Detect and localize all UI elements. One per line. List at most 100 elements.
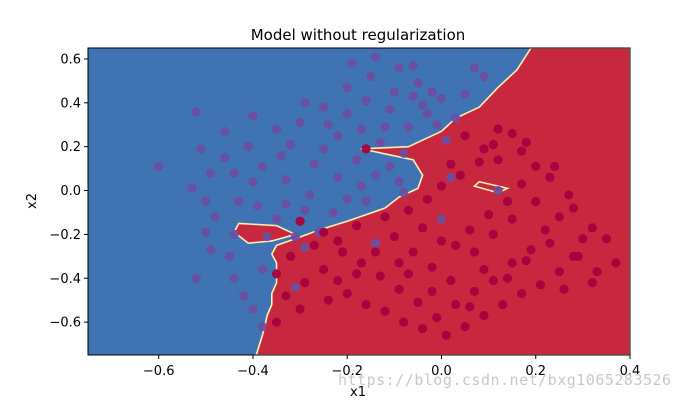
point-class-0-84 <box>220 153 230 163</box>
point-class-0-44 <box>427 87 437 97</box>
point-class-1-94 <box>403 269 414 279</box>
point-class-1-78 <box>446 159 456 169</box>
point-class-0-33 <box>375 137 385 147</box>
point-class-1-4 <box>333 236 343 246</box>
point-class-0-24 <box>323 120 333 130</box>
point-class-1-54 <box>587 223 597 233</box>
y-tick-label: −0.4 <box>49 272 81 287</box>
point-class-1-88 <box>479 264 489 275</box>
point-class-1-13 <box>507 128 517 139</box>
point-class-1-2 <box>295 216 305 226</box>
point-class-0-79 <box>446 172 456 182</box>
point-class-0-53 <box>370 52 381 62</box>
point-class-1-20 <box>526 245 536 255</box>
point-class-1-1 <box>361 144 371 154</box>
plot-area <box>88 48 630 355</box>
point-class-1-64 <box>502 196 513 207</box>
x-tick-label: −0.2 <box>331 364 363 379</box>
point-class-1-12 <box>488 139 498 150</box>
point-class-1-75 <box>436 236 447 246</box>
point-class-0-54 <box>408 60 418 71</box>
x-tick-label: −0.6 <box>143 364 175 379</box>
point-class-1-39 <box>323 295 333 305</box>
point-class-1-58 <box>592 267 602 277</box>
point-class-1-59 <box>587 278 597 288</box>
point-class-1-80 <box>493 124 503 134</box>
point-class-1-63 <box>484 210 494 220</box>
point-class-1-32 <box>300 278 310 288</box>
point-class-0-23 <box>319 144 329 154</box>
point-class-1-7 <box>403 205 414 215</box>
point-class-0-65 <box>271 214 282 224</box>
point-class-1-87 <box>333 275 343 286</box>
point-class-0-26 <box>333 172 343 182</box>
point-class-1-15 <box>531 161 541 172</box>
point-class-1-38 <box>295 304 305 314</box>
point-class-0-27 <box>342 109 352 119</box>
watermark-text: https://blog.csdn.net/bxg1065283526 <box>338 371 672 389</box>
point-class-0-57 <box>300 205 310 215</box>
y-tick-label: 0.0 <box>60 184 81 199</box>
point-class-0-74 <box>224 251 234 261</box>
point-class-0-72 <box>290 282 300 292</box>
point-class-1-61 <box>451 240 461 250</box>
point-class-0-86 <box>399 188 409 198</box>
point-class-0-31 <box>361 96 371 106</box>
point-class-0-55 <box>319 102 329 112</box>
point-class-1-35 <box>286 251 296 261</box>
point-class-1-65 <box>517 179 527 189</box>
point-class-1-19 <box>540 225 550 235</box>
point-class-1-24 <box>451 299 461 310</box>
point-class-0-34 <box>380 122 390 132</box>
point-class-0-81 <box>361 196 371 207</box>
point-class-0-56 <box>304 190 315 200</box>
point-class-1-66 <box>469 247 480 257</box>
point-class-1-49 <box>517 289 527 299</box>
chart-title: Model without regularization <box>251 26 466 44</box>
point-class-0-22 <box>309 159 319 169</box>
point-class-0-43 <box>422 109 432 119</box>
x-tick-label: 0.4 <box>620 364 641 379</box>
point-class-0-11 <box>220 126 230 136</box>
point-class-0-67 <box>262 231 272 242</box>
point-class-1-86 <box>352 269 362 279</box>
point-class-1-47 <box>479 310 489 321</box>
point-class-0-16 <box>257 161 267 172</box>
point-class-1-3 <box>319 227 329 237</box>
point-class-0-62 <box>370 170 381 180</box>
point-class-1-70 <box>446 275 456 286</box>
x-tick-label: 0.2 <box>525 364 546 379</box>
point-class-1-81 <box>521 137 531 147</box>
point-class-1-42 <box>380 306 390 316</box>
point-class-0-7 <box>210 212 220 222</box>
point-class-0-69 <box>238 291 249 301</box>
point-class-0-66 <box>281 199 291 209</box>
point-class-0-63 <box>385 161 395 172</box>
point-class-0-35 <box>385 104 395 114</box>
point-class-0-12 <box>229 168 239 178</box>
point-class-1-31 <box>319 264 329 275</box>
point-class-1-21 <box>507 258 517 268</box>
point-class-1-56 <box>601 234 612 244</box>
point-class-0-1 <box>154 161 164 172</box>
point-class-1-40 <box>342 289 352 299</box>
point-class-0-2 <box>191 106 201 117</box>
point-class-1-18 <box>554 212 564 222</box>
point-class-0-21 <box>300 98 310 108</box>
point-class-0-52 <box>347 58 357 68</box>
point-class-0-83 <box>276 150 286 161</box>
point-class-1-10 <box>455 170 465 180</box>
point-class-0-3 <box>196 144 206 154</box>
point-class-0-70 <box>229 273 239 283</box>
point-class-0-40 <box>408 91 418 101</box>
point-class-1-53 <box>578 234 588 244</box>
point-class-0-60 <box>342 194 352 204</box>
point-class-1-55 <box>568 203 579 213</box>
point-class-0-82 <box>248 177 258 187</box>
point-class-0-61 <box>356 181 366 191</box>
point-class-0-30 <box>356 124 366 134</box>
point-class-0-28 <box>342 82 352 93</box>
point-class-0-45 <box>432 120 442 130</box>
point-class-1-82 <box>531 196 541 207</box>
